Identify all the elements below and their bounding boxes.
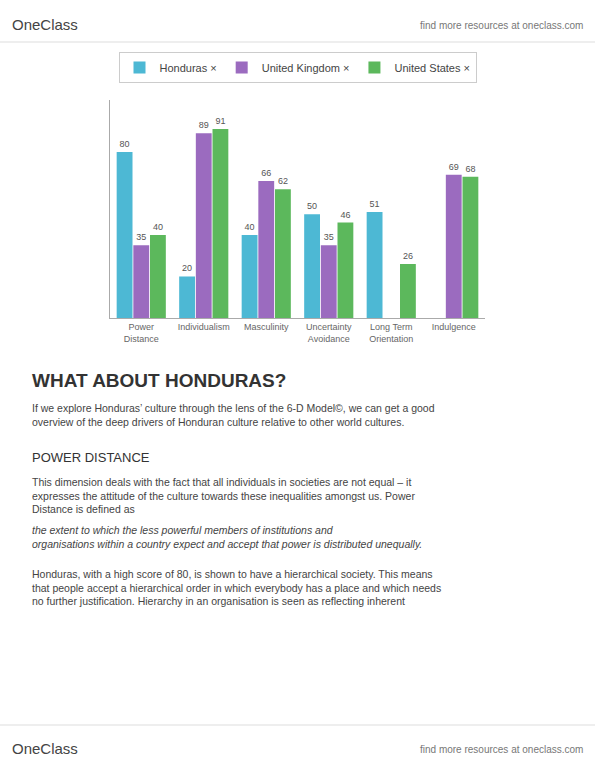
svg-text:United States ×: United States × xyxy=(394,62,470,74)
svg-text:89: 89 xyxy=(199,120,209,130)
svg-text:66: 66 xyxy=(261,168,271,178)
svg-text:Honduras ×: Honduras × xyxy=(160,62,217,74)
svg-text:WHAT ABOUT HONDURAS?: WHAT ABOUT HONDURAS? xyxy=(32,370,286,391)
svg-text:46: 46 xyxy=(340,210,350,220)
svg-text:OneClass: OneClass xyxy=(12,16,78,33)
svg-text:find more resources at oneclas: find more resources at oneclass.com xyxy=(420,20,583,31)
svg-text:If we explore Honduras’ cultur: If we explore Honduras’ culture through … xyxy=(32,402,435,428)
svg-text:Long TermOrientation: Long TermOrientation xyxy=(369,322,413,344)
svg-text:40: 40 xyxy=(153,222,163,232)
svg-text:Individualism: Individualism xyxy=(178,322,230,332)
svg-text:80: 80 xyxy=(120,139,130,149)
svg-text:UncertaintyAvoidance: UncertaintyAvoidance xyxy=(306,322,352,344)
svg-text:69: 69 xyxy=(449,162,459,172)
svg-text:Masculinity: Masculinity xyxy=(244,322,289,332)
svg-text:Indulgence: Indulgence xyxy=(432,322,476,332)
svg-text:26: 26 xyxy=(403,251,413,261)
svg-text:91: 91 xyxy=(215,116,225,126)
svg-text:35: 35 xyxy=(136,232,146,242)
svg-text:20: 20 xyxy=(182,263,192,273)
svg-text:40: 40 xyxy=(245,222,255,232)
svg-text:the extent to which the less p: the extent to which the less powerful me… xyxy=(32,524,422,550)
svg-text:51: 51 xyxy=(370,199,380,209)
svg-text:This dimension deals with the: This dimension deals with the fact that … xyxy=(32,476,415,515)
svg-text:find more resources at oneclas: find more resources at oneclass.com xyxy=(420,744,583,755)
svg-text:35: 35 xyxy=(324,232,334,242)
svg-text:68: 68 xyxy=(465,164,475,174)
svg-text:62: 62 xyxy=(278,176,288,186)
svg-text:PowerDistance: PowerDistance xyxy=(124,322,159,344)
svg-text:United Kingdom ×: United Kingdom × xyxy=(262,62,350,74)
svg-text:Honduras, with a high score of: Honduras, with a high score of 80, is sh… xyxy=(32,568,441,607)
svg-text:POWER DISTANCE: POWER DISTANCE xyxy=(32,450,150,465)
svg-text:OneClass: OneClass xyxy=(12,740,78,757)
svg-text:50: 50 xyxy=(307,201,317,211)
